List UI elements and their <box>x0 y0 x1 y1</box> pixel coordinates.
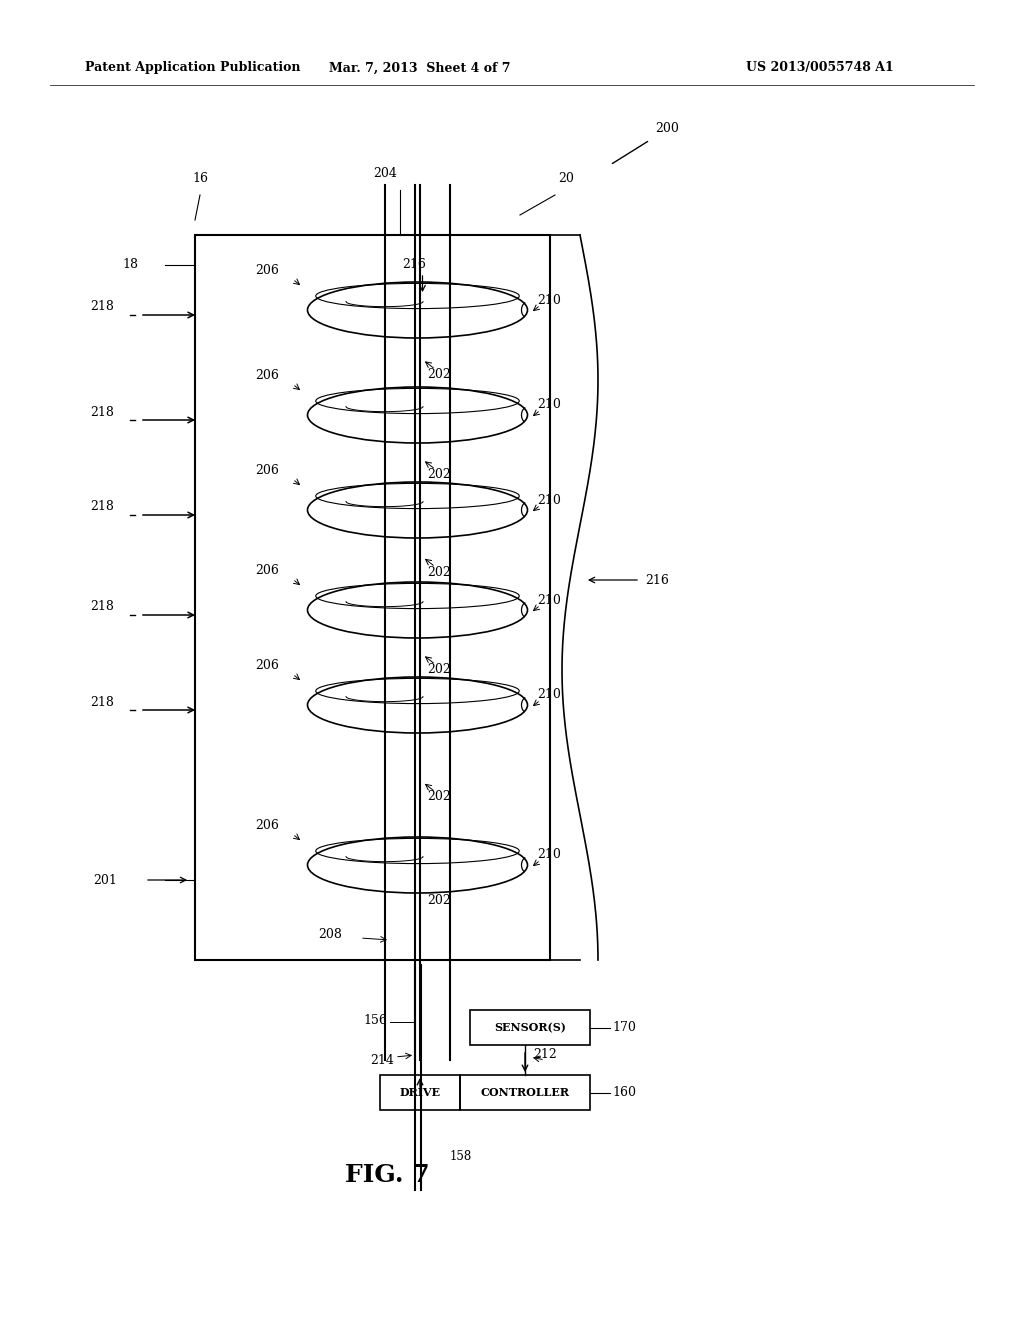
Text: 202: 202 <box>427 368 452 381</box>
Bar <box>195 235 550 960</box>
Bar <box>470 1010 590 1045</box>
Text: 210: 210 <box>538 594 561 606</box>
Text: 202: 202 <box>427 565 452 578</box>
Text: 16: 16 <box>193 172 208 185</box>
Text: 218: 218 <box>90 601 114 614</box>
Text: 200: 200 <box>655 121 679 135</box>
Text: FIG. 7: FIG. 7 <box>345 1163 430 1187</box>
Text: 218: 218 <box>90 696 114 709</box>
Text: 206: 206 <box>256 465 280 477</box>
Text: 158: 158 <box>450 1151 472 1163</box>
Text: 216: 216 <box>645 573 669 586</box>
Text: 20: 20 <box>558 172 573 185</box>
Text: 206: 206 <box>256 264 280 277</box>
Text: 160: 160 <box>612 1086 636 1100</box>
Text: 202: 202 <box>427 663 452 676</box>
Text: 202: 202 <box>427 894 452 907</box>
Text: 206: 206 <box>256 564 280 577</box>
Text: 210: 210 <box>538 689 561 701</box>
Text: 218: 218 <box>90 500 114 513</box>
Bar <box>380 1074 460 1110</box>
Text: 202: 202 <box>427 791 452 804</box>
Text: 210: 210 <box>538 293 561 306</box>
Text: 156: 156 <box>364 1014 387 1027</box>
Text: 204: 204 <box>373 168 397 180</box>
Text: 210: 210 <box>538 494 561 507</box>
Text: 210: 210 <box>538 849 561 862</box>
Text: CONTROLLER: CONTROLLER <box>480 1086 569 1098</box>
Text: 170: 170 <box>612 1020 636 1034</box>
Text: 206: 206 <box>256 659 280 672</box>
Text: US 2013/0055748 A1: US 2013/0055748 A1 <box>746 62 894 74</box>
Text: 202: 202 <box>427 469 452 480</box>
Text: 206: 206 <box>256 818 280 832</box>
Bar <box>460 1074 590 1110</box>
Text: 212: 212 <box>534 1048 557 1061</box>
Text: 210: 210 <box>538 399 561 412</box>
Text: 214: 214 <box>370 1053 394 1067</box>
Text: DRIVE: DRIVE <box>399 1086 440 1098</box>
Text: 216: 216 <box>402 259 426 272</box>
Text: 218: 218 <box>90 405 114 418</box>
Text: 208: 208 <box>318 928 342 941</box>
Text: SENSOR(S): SENSOR(S) <box>494 1022 566 1034</box>
Text: 18: 18 <box>122 259 138 272</box>
Text: 201: 201 <box>93 874 117 887</box>
Text: Patent Application Publication: Patent Application Publication <box>85 62 300 74</box>
Text: 206: 206 <box>256 370 280 381</box>
Text: Mar. 7, 2013  Sheet 4 of 7: Mar. 7, 2013 Sheet 4 of 7 <box>330 62 511 74</box>
Text: 218: 218 <box>90 301 114 314</box>
